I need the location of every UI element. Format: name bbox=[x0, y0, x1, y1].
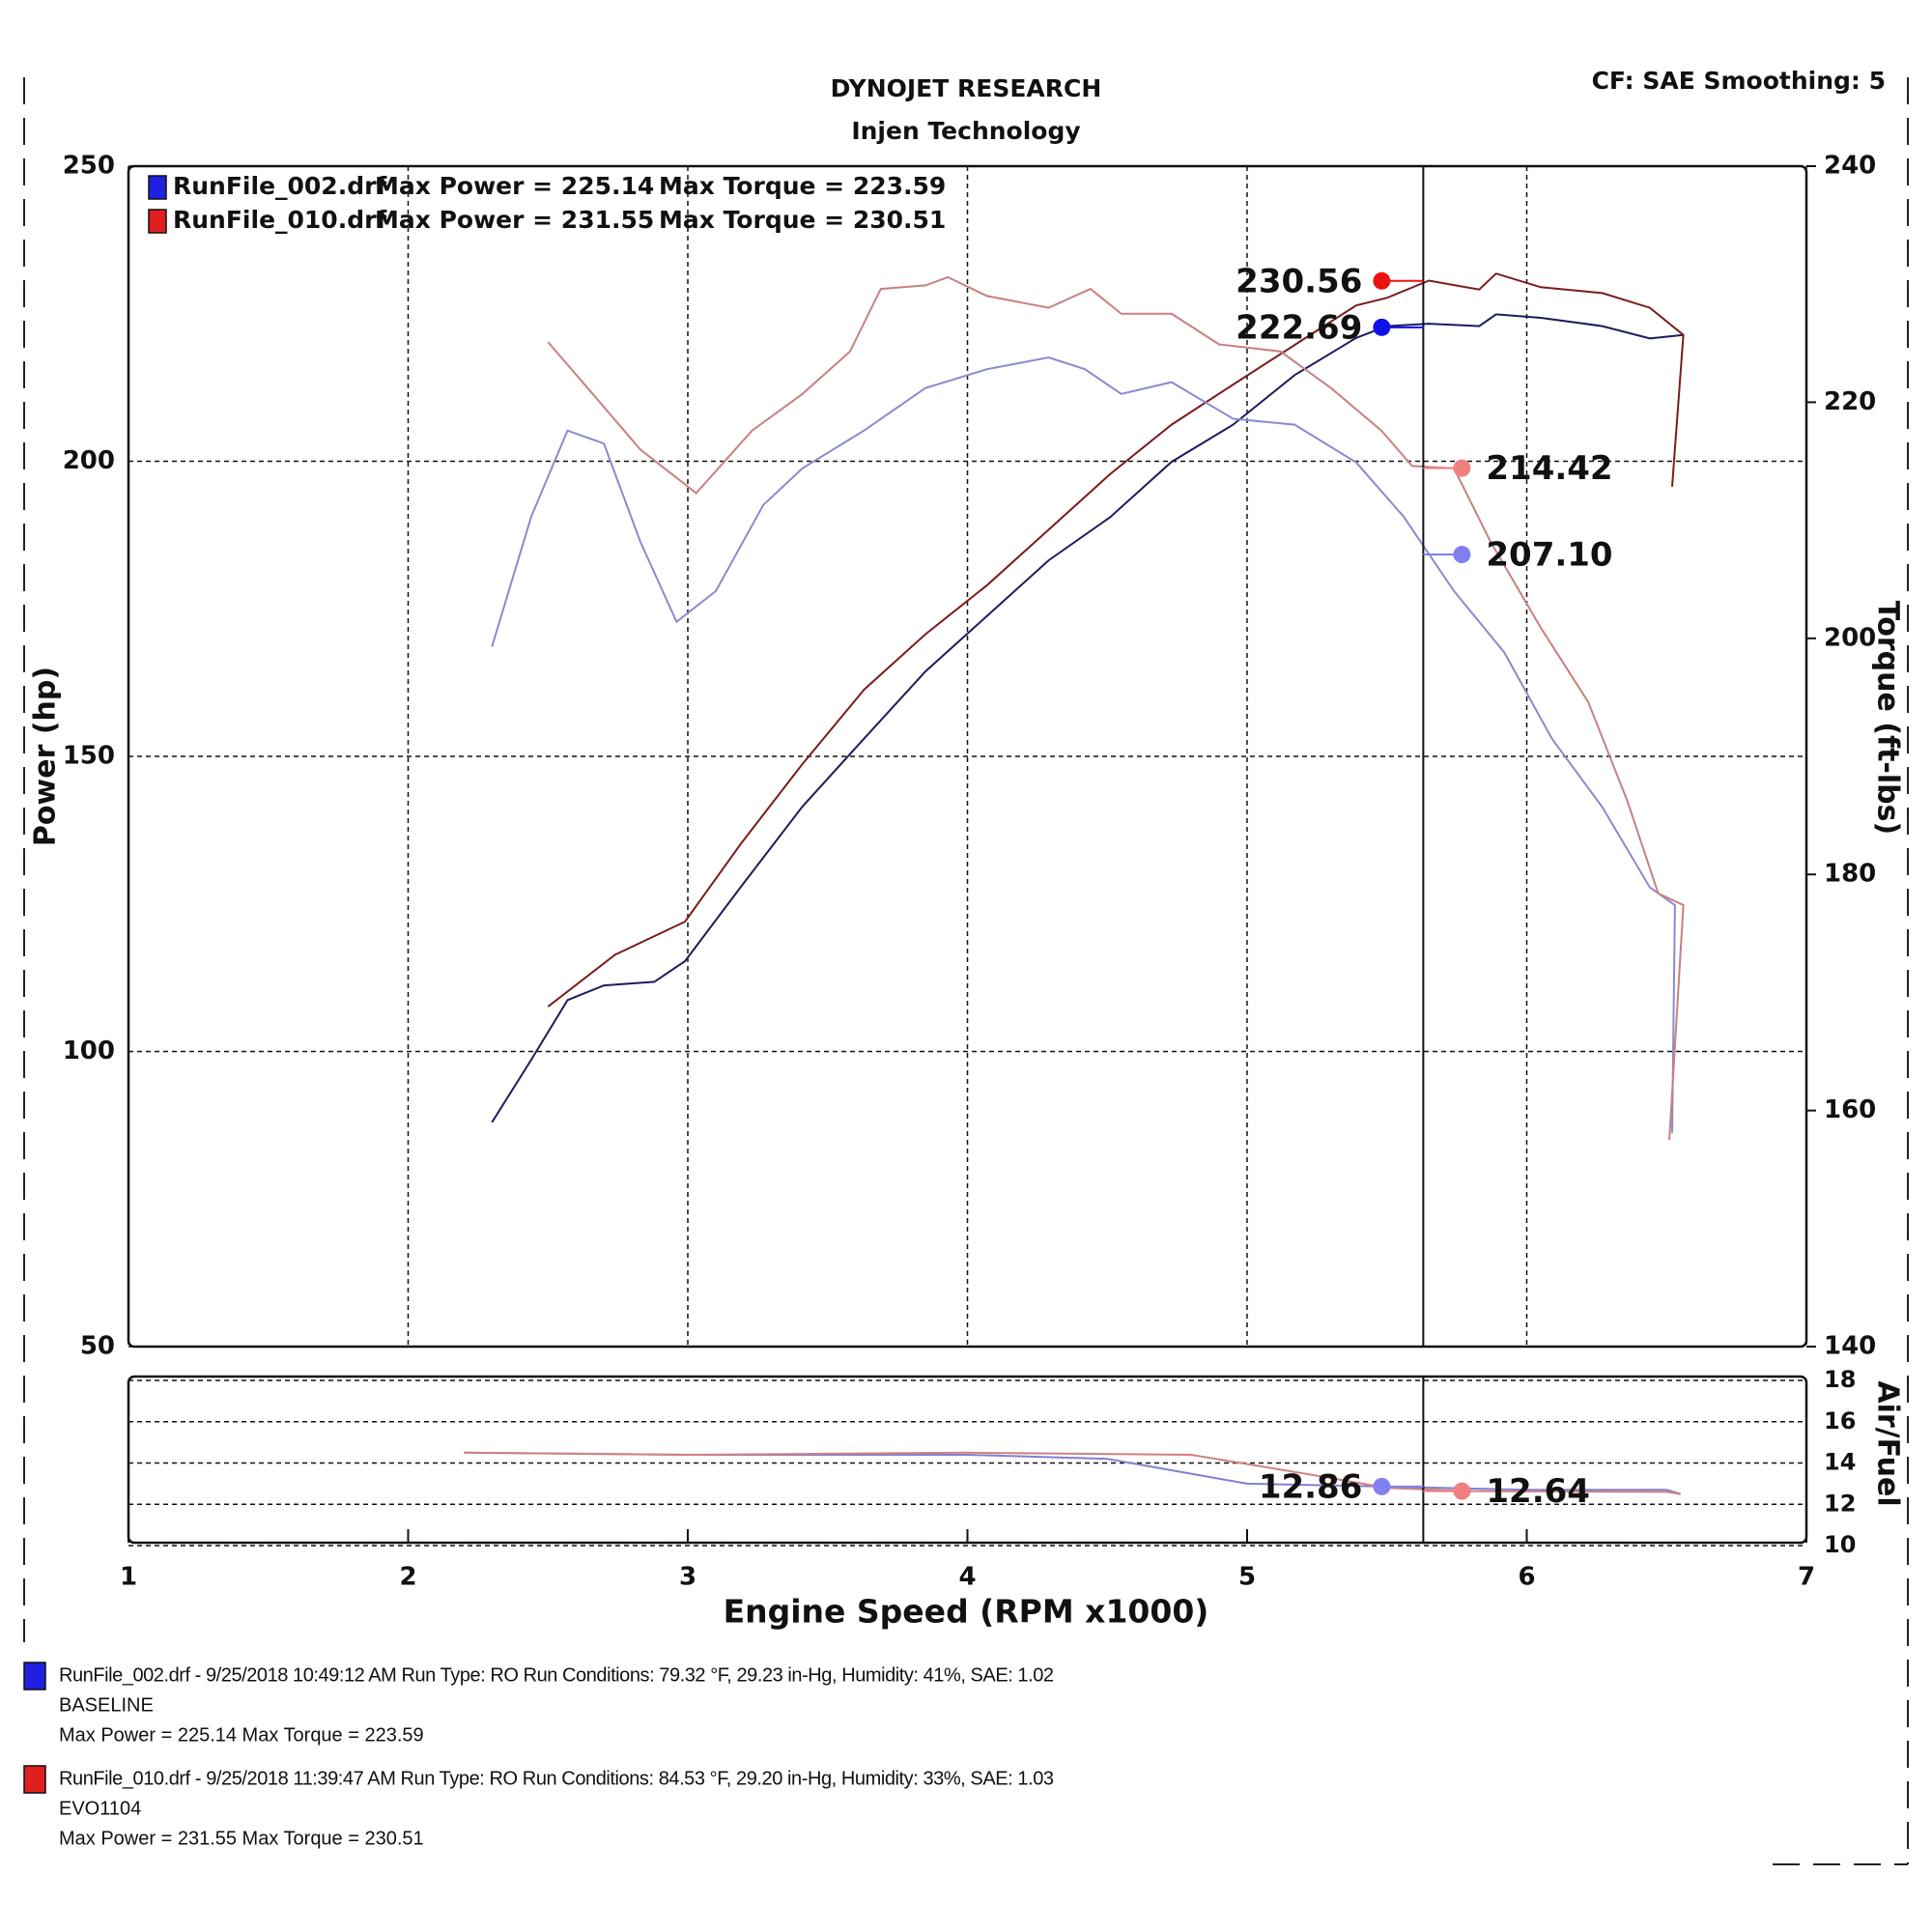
footer-swatch bbox=[23, 1662, 46, 1690]
y-axis-title: Air/Fuel bbox=[1871, 1380, 1905, 1506]
legend-file: RunFile_010.drf bbox=[173, 206, 387, 234]
readout-label: 12.64 bbox=[1486, 1472, 1590, 1511]
footer-line: RunFile_010.drf - 9/25/2018 11:39:47 AM … bbox=[59, 1768, 1054, 1789]
legend-torque: Max Torque = 230.51 bbox=[659, 206, 946, 234]
legend-power: Max Power = 225.14 bbox=[375, 172, 654, 200]
series-line bbox=[464, 1451, 1681, 1495]
y-tick-label: 14 bbox=[1824, 1449, 1856, 1476]
x-tick-label: 2 bbox=[399, 1563, 416, 1592]
readout-marker bbox=[1373, 318, 1391, 336]
x-tick-label: 7 bbox=[1798, 1563, 1815, 1592]
readout-label: 207.10 bbox=[1486, 536, 1612, 575]
y-tick-label: 200 bbox=[63, 446, 115, 475]
y-tick-label: 18 bbox=[1824, 1366, 1856, 1393]
series-line bbox=[491, 355, 1676, 1133]
chart-title: DYNOJET RESEARCH bbox=[831, 74, 1102, 102]
x-tick-label: 1 bbox=[120, 1563, 137, 1592]
x-tick-label: 5 bbox=[1238, 1563, 1256, 1592]
readout-marker bbox=[1453, 1482, 1471, 1500]
y-tick-label: 12 bbox=[1824, 1490, 1856, 1517]
legend-power: Max Power = 231.55 bbox=[375, 206, 654, 234]
legend-torque: Max Torque = 223.59 bbox=[659, 172, 946, 200]
footer-line: BASELINE bbox=[59, 1694, 154, 1716]
y2-tick-label: 160 bbox=[1824, 1095, 1876, 1124]
y-tick-label: 250 bbox=[63, 152, 115, 181]
chart-subtitle: Injen Technology bbox=[851, 117, 1080, 145]
y2-tick-label: 240 bbox=[1824, 152, 1876, 181]
y2-tick-label: 220 bbox=[1824, 387, 1876, 416]
settings-label: CF: SAE Smoothing: 5 bbox=[1592, 67, 1886, 95]
readout-marker bbox=[1373, 1477, 1391, 1495]
footer-line: Max Power = 231.55 Max Torque = 230.51 bbox=[59, 1828, 424, 1849]
readout-label: 230.56 bbox=[1236, 262, 1362, 300]
readout-label: 222.69 bbox=[1236, 308, 1362, 347]
y-tick-label: 100 bbox=[63, 1037, 115, 1065]
readout-marker bbox=[1373, 271, 1391, 290]
y-axis-title: Power (hp) bbox=[29, 667, 63, 846]
footer-line: RunFile_002.drf - 9/25/2018 10:49:12 AM … bbox=[59, 1664, 1054, 1686]
legend-swatch bbox=[148, 175, 167, 200]
series-line bbox=[547, 275, 1685, 1141]
y2-tick-label: 200 bbox=[1824, 623, 1876, 652]
legend-swatch bbox=[148, 209, 167, 234]
plot-frame bbox=[127, 1375, 1808, 1545]
series-line bbox=[547, 272, 1685, 1008]
readout-label: 12.86 bbox=[1259, 1467, 1363, 1506]
footer-swatch bbox=[23, 1765, 46, 1794]
footer-line: EVO1104 bbox=[59, 1798, 141, 1819]
legend-file: RunFile_002.drf bbox=[173, 172, 387, 200]
readout-marker bbox=[1453, 546, 1471, 564]
y2-tick-label: 140 bbox=[1824, 1332, 1876, 1361]
series-line bbox=[491, 313, 1684, 1123]
y2-axis-title: Torque (ft-lbs) bbox=[1871, 601, 1905, 835]
y-tick-label: 50 bbox=[80, 1332, 115, 1361]
y-tick-label: 10 bbox=[1824, 1531, 1856, 1558]
x-tick-label: 6 bbox=[1518, 1563, 1535, 1592]
x-tick-label: 4 bbox=[958, 1563, 976, 1592]
y-tick-label: 150 bbox=[63, 742, 115, 771]
readout-marker bbox=[1453, 459, 1471, 477]
y-tick-label: 16 bbox=[1824, 1407, 1856, 1435]
readout-label: 214.42 bbox=[1486, 449, 1612, 488]
x-axis-title: Engine Speed (RPM x1000) bbox=[724, 1593, 1209, 1631]
x-tick-label: 3 bbox=[679, 1563, 696, 1592]
footer-line: Max Power = 225.14 Max Torque = 223.59 bbox=[59, 1724, 424, 1746]
y2-tick-label: 180 bbox=[1824, 860, 1876, 889]
